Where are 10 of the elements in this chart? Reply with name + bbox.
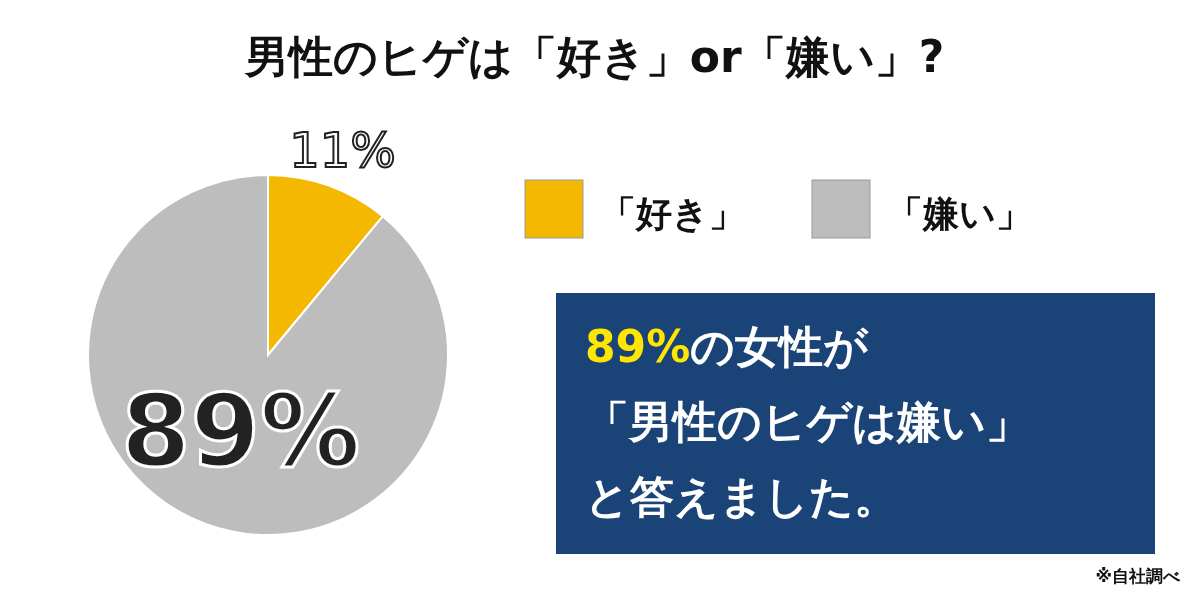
chart-title: 男性のヒゲは「好き」or「嫌い」? xyxy=(242,31,945,82)
text: ※自社調べ xyxy=(1095,566,1181,586)
text: と答えました。 xyxy=(585,471,898,522)
legend-label: 「好き」 xyxy=(600,193,745,234)
data-label: 89% xyxy=(120,373,361,491)
legend-label: 「嫌い」 xyxy=(887,193,1032,234)
pie-slice xyxy=(87,174,449,536)
text: 89%の女性が xyxy=(585,321,870,372)
data-label: 11% xyxy=(289,121,396,178)
text: 「男性のヒゲは嫌い」 xyxy=(585,396,1030,447)
